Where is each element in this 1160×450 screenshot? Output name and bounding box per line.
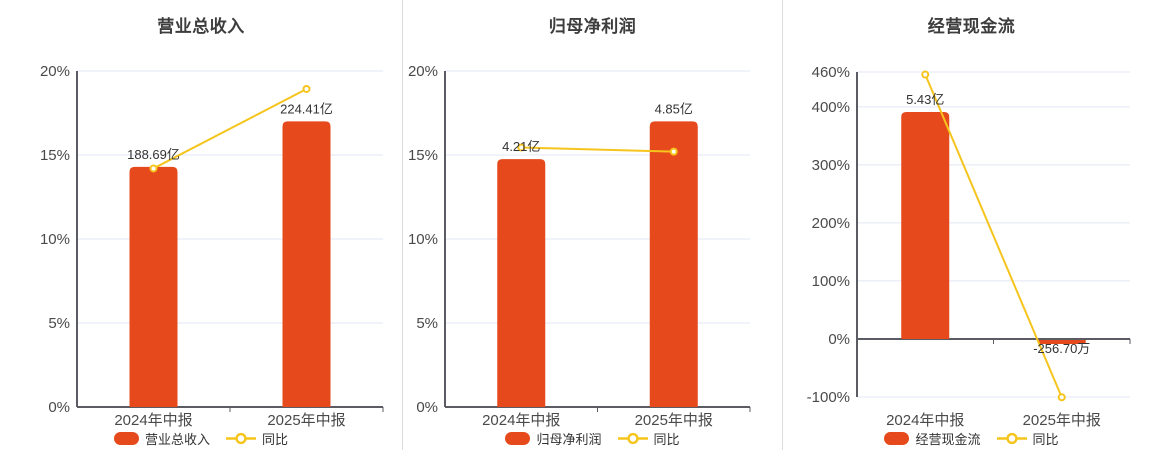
line-series-icon: [996, 432, 1027, 445]
y-axis-tick-label: 20%: [40, 63, 70, 80]
bar-series-swatch: [884, 432, 910, 445]
chart-title-revenue: 营业总收入: [157, 17, 245, 36]
bar-2024年中报[interactable]: [129, 166, 178, 407]
chart-legend-revenue: 营业总收入 同比: [0, 430, 402, 447]
y-axis-tick-label: 20%: [408, 63, 438, 80]
chart-plot-net-profit: 20% 15% 10% 5% 0% 4.21亿 4.85亿 2024年中报 2025年中报: [408, 63, 751, 429]
panel-divider: [402, 0, 403, 450]
bar-value-label: -256.70万: [1033, 341, 1090, 356]
legend-item-bar[interactable]: 归母净利润: [505, 429, 602, 448]
legend-item-line[interactable]: 同比: [996, 429, 1059, 448]
chart-title-operating-cash-flow: 经营现金流: [927, 17, 1016, 36]
bar-2024年中报[interactable]: [497, 159, 546, 407]
x-axis-category-label: 2024年中报: [482, 412, 560, 429]
bar-2025年中报[interactable]: [1037, 339, 1086, 344]
bar-value-label: 5.43亿: [906, 92, 944, 107]
legend-item-bar[interactable]: 经营现金流: [884, 429, 981, 448]
x-axis-category-label: 2024年中报: [114, 412, 192, 429]
x-axis-category-label: 2025年中报: [267, 412, 345, 429]
bar-series-label: 营业总收入: [144, 432, 210, 447]
legend-item-bar[interactable]: 营业总收入: [113, 429, 210, 448]
y-axis-tick-label: 460%: [812, 64, 850, 81]
line-series-label: 同比: [653, 432, 680, 447]
x-axis-category-label: 2025年中报: [635, 412, 713, 429]
y-axis-tick-label: 300%: [812, 157, 850, 174]
y-axis-tick-label: 100%: [812, 273, 850, 290]
chart-panel-net-profit: 归母净利润 20% 15% 10% 5% 0% 4.21亿 4.85亿 2024年中报 2025…: [403, 0, 782, 450]
chart-panel-operating-cash-flow: 经营现金流 460% 400% 300% 200% 100% 0% -100% 5.43亿 -2…: [783, 0, 1160, 450]
bar-2025年中报[interactable]: [282, 121, 331, 408]
yoy-marker-2024年中报[interactable]: [149, 164, 158, 173]
bar-series-swatch: [505, 432, 531, 445]
yoy-marker-2025年中报[interactable]: [669, 147, 678, 156]
line-series-icon: [617, 432, 648, 445]
chart-plot-revenue: 20% 15% 10% 5% 0% 188.69亿 224.41亿 2024年中报 2025年中…: [40, 63, 384, 429]
bar-series-label: 经营现金流: [915, 432, 981, 447]
panel-divider: [782, 0, 783, 450]
legend-item-line[interactable]: 同比: [617, 429, 680, 448]
line-series-label: 同比: [1032, 432, 1059, 447]
y-axis-tick-label: 10%: [40, 231, 70, 248]
yoy-marker-2024年中报[interactable]: [921, 70, 930, 79]
y-axis-tick-label: 10%: [408, 231, 438, 248]
bar-value-label: 4.85亿: [655, 101, 693, 116]
yoy-line: [521, 146, 674, 153]
y-axis-tick-label: 200%: [812, 215, 850, 232]
y-axis-tick-label: 0%: [828, 331, 850, 348]
yoy-marker-2024年中报[interactable]: [517, 143, 526, 152]
bar-series-label: 归母净利润: [536, 432, 602, 447]
line-series-label: 同比: [262, 432, 289, 447]
bar-value-label: 224.41亿: [280, 101, 333, 116]
y-axis-tick-label: 5%: [416, 315, 438, 332]
x-axis-category-label: 2024年中报: [886, 412, 964, 429]
yoy-line: [153, 88, 307, 170]
y-axis-tick-label: 5%: [48, 315, 70, 332]
chart-panel-revenue: 营业总收入 20% 15% 10% 5% 0% 188.69亿 224.41亿 2024年中报…: [0, 0, 402, 450]
legend-ring: [1005, 432, 1018, 445]
x-axis-category-label: 2025年中报: [1023, 412, 1101, 429]
y-axis-tick-label: 15%: [40, 147, 70, 164]
chart-legend-operating-cash-flow: 经营现金流 同比: [783, 430, 1160, 447]
y-axis-tick-label: 400%: [812, 99, 850, 116]
bar-2024年中报[interactable]: [901, 112, 950, 339]
yoy-marker-2025年中报[interactable]: [1057, 393, 1066, 402]
yoy-line: [924, 74, 1063, 398]
legend-ring: [235, 432, 247, 445]
chart-title-net-profit: 归母净利润: [548, 17, 637, 36]
bar-value-label: 4.21亿: [502, 139, 540, 154]
bar-2025年中报[interactable]: [649, 121, 698, 408]
legend-item-line[interactable]: 同比: [226, 429, 288, 448]
legend-ring: [626, 432, 639, 445]
y-axis-tick-label: 0%: [416, 399, 438, 416]
y-axis-tick-label: 0%: [48, 399, 70, 416]
bar-value-label: 188.69亿: [127, 147, 180, 162]
line-series-icon: [226, 432, 256, 445]
bar-series-swatch: [113, 432, 139, 445]
yoy-marker-2025年中报[interactable]: [302, 84, 311, 93]
chart-plot-operating-cash-flow: 460% 400% 300% 200% 100% 0% -100% 5.43亿 -256.70万…: [807, 64, 1131, 429]
chart-legend-net-profit: 归母净利润 同比: [403, 430, 782, 447]
y-axis-tick-label: -100%: [807, 389, 850, 406]
y-axis-tick-label: 15%: [408, 147, 438, 164]
